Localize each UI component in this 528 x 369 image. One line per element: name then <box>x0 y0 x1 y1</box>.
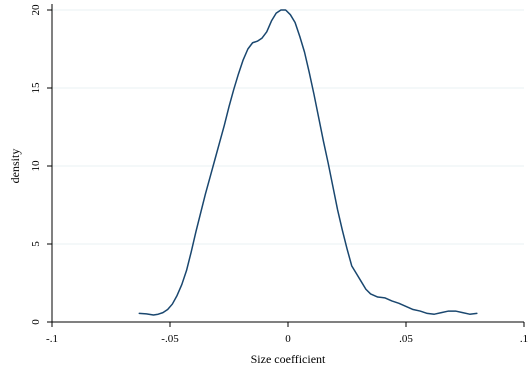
y-tick-label-1: 5 <box>30 241 42 247</box>
y-tick-label-3: 15 <box>30 82 42 94</box>
y-axis-ticks: 0 5 10 15 20 <box>30 4 52 325</box>
y-axis-label: density <box>8 149 22 184</box>
x-tick-label-0: -.1 <box>46 333 58 345</box>
x-tick-label-2: 0 <box>285 333 291 345</box>
y-tick-label-4: 20 <box>30 4 42 16</box>
gridlines <box>52 9 524 245</box>
x-axis-label: Size coefficient <box>251 352 326 366</box>
x-tick-label-3: .05 <box>399 333 413 345</box>
x-axis-ticks: -.1 -.05 0 .05 .1 <box>46 322 528 345</box>
y-tick-label-0: 0 <box>30 319 42 325</box>
x-tick-label-4: .1 <box>520 333 528 345</box>
y-tick-label-2: 10 <box>30 160 42 172</box>
x-tick-label-1: -.05 <box>161 333 179 345</box>
density-curve <box>138 9 478 316</box>
